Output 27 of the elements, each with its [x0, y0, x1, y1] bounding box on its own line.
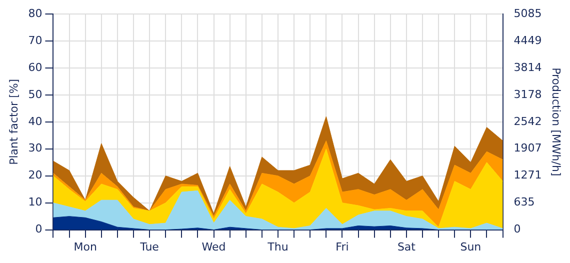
x-tick-label: Fri: [336, 240, 349, 254]
y2-axis-title: Production [MWh/h]: [550, 68, 563, 176]
y-tick-label: 70: [28, 34, 42, 47]
x-tick-label: Thu: [266, 240, 288, 254]
y2-tick-label: 1271: [514, 168, 542, 182]
y-tick-label: 0: [35, 222, 42, 236]
y2-tick-label: 2542: [514, 114, 542, 128]
y2-tick-label: 0: [514, 222, 521, 236]
x-tick-label: Sun: [460, 240, 482, 254]
y-tick-label: 80: [28, 6, 42, 20]
x-tick-label: Tue: [139, 240, 160, 254]
x-tick-label: Sat: [397, 240, 416, 254]
y-tick-label: 10: [28, 196, 42, 209]
x-tick-label: Wed: [202, 240, 226, 254]
y2-tick-label: 4449: [514, 34, 542, 47]
x-tick-label: Mon: [74, 240, 97, 254]
y-tick-label: 30: [28, 142, 42, 155]
y2-tick-label: 5085: [514, 6, 542, 20]
y2-tick-label: 635: [514, 196, 535, 209]
y-tick-label: 50: [28, 88, 42, 101]
y2-tick-label: 1907: [514, 142, 542, 155]
y2-tick-label: 3178: [514, 88, 542, 101]
y2-tick-label: 3814: [514, 60, 542, 74]
y-tick-label: 60: [28, 60, 42, 74]
y-axis-title: Plant factor [%]: [7, 78, 20, 165]
y-tick-label: 20: [28, 168, 42, 182]
y-tick-label: 40: [28, 114, 42, 128]
